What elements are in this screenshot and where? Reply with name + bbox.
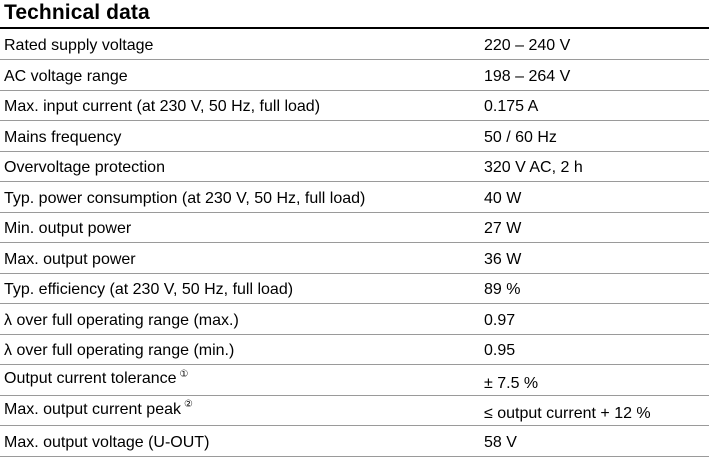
row-label: Max. input current (at 230 V, 50 Hz, ful… (0, 90, 479, 121)
table-row: Overvoltage protection 320 V AC, 2 h (0, 151, 709, 182)
row-label-cell: Max. output current peak ② (0, 395, 479, 426)
table-row: λ over full operating range (min.) 0.95 (0, 334, 709, 365)
table-row: Max. output voltage (U-OUT) 58 V (0, 425, 709, 457)
row-value: 58 V (479, 425, 709, 457)
row-value: 50 / 60 Hz (479, 120, 709, 152)
footnote-marker: ② (183, 399, 193, 411)
row-label: Min. output power (0, 212, 479, 243)
row-label: Mains frequency (0, 120, 479, 152)
row-label: Typ. efficiency (at 230 V, 50 Hz, full l… (0, 273, 479, 304)
row-label: Max. output voltage (U-OUT) (0, 425, 479, 457)
table-row: Min. output power 27 W (0, 212, 709, 243)
table-row: Mains frequency 50 / 60 Hz (0, 120, 709, 152)
row-value: 27 W (479, 212, 709, 243)
table-row: Max. output power 36 W (0, 242, 709, 274)
row-label: Rated supply voltage (0, 29, 479, 60)
row-label: λ over full operating range (max.) (0, 303, 479, 335)
row-value: 198 – 264 V (479, 59, 709, 91)
row-label: AC voltage range (0, 59, 479, 91)
row-label: Max. output current peak (4, 400, 181, 418)
row-value: 0.97 (479, 303, 709, 335)
row-value: 0.175 A (479, 90, 709, 121)
footnote-marker: ① (179, 368, 189, 380)
table-row: AC voltage range 198 – 264 V (0, 59, 709, 91)
section-title: Technical data (4, 1, 150, 24)
title-underline (0, 27, 709, 29)
row-label: Max. output power (0, 242, 479, 274)
row-label: Overvoltage protection (0, 151, 479, 182)
row-value: 0.95 (479, 334, 709, 365)
table-row: Output current tolerance ① ± 7.5 % (0, 364, 709, 396)
table-row: Rated supply voltage 220 – 240 V (0, 29, 709, 60)
row-value: 220 – 240 V (479, 29, 709, 60)
row-label-cell: Output current tolerance ① (0, 364, 479, 396)
table-row: λ over full operating range (max.) 0.97 (0, 303, 709, 335)
table-row: Typ. power consumption (at 230 V, 50 Hz,… (0, 181, 709, 213)
table-row: Max. input current (at 230 V, 50 Hz, ful… (0, 90, 709, 121)
row-value: ± 7.5 % (479, 364, 709, 396)
row-value: ≤ output current + 12 % (479, 395, 709, 426)
row-value: 40 W (479, 181, 709, 213)
row-label: λ over full operating range (min.) (0, 334, 479, 365)
row-label: Output current tolerance (4, 370, 177, 387)
table-row: Typ. efficiency (at 230 V, 50 Hz, full l… (0, 273, 709, 304)
row-value: 320 V AC, 2 h (479, 151, 709, 182)
row-value: 36 W (479, 242, 709, 274)
table-row: Max. output current peak ② ≤ output curre… (0, 395, 709, 426)
row-value: 89 % (479, 273, 709, 304)
technical-data-table: Rated supply voltage 220 – 240 V AC volt… (0, 29, 709, 457)
row-label: Typ. power consumption (at 230 V, 50 Hz,… (0, 181, 479, 213)
